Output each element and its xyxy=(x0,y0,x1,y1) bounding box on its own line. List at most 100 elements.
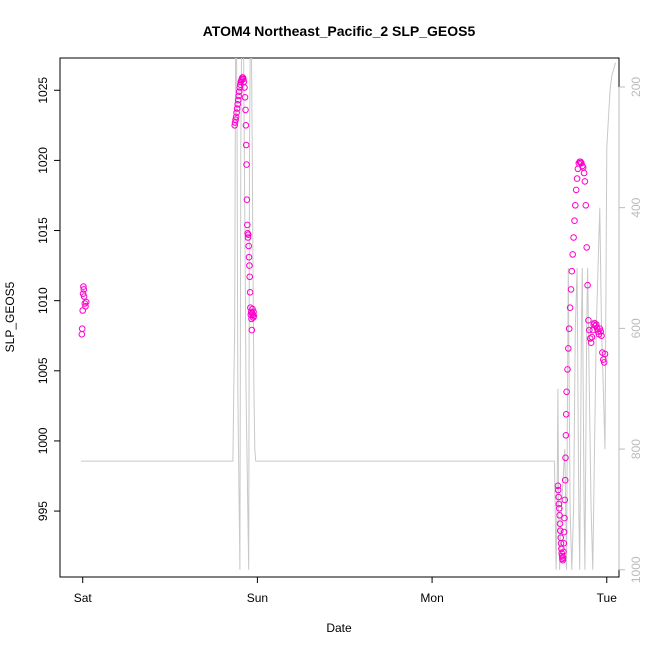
data-point xyxy=(235,92,242,100)
data-point xyxy=(232,113,240,121)
data-point xyxy=(583,244,591,251)
data-point xyxy=(557,527,564,535)
data-point xyxy=(556,505,563,512)
data-point xyxy=(578,159,585,167)
data-point xyxy=(580,169,588,177)
data-point xyxy=(556,520,564,528)
plot-frame xyxy=(59,57,620,578)
y-axis-label: SLP_GEOS5 xyxy=(3,281,17,352)
data-point xyxy=(565,325,573,333)
data-point xyxy=(586,326,593,334)
plot-area xyxy=(59,57,620,578)
x-tick-label: Sun xyxy=(247,591,268,605)
data-point xyxy=(600,359,608,366)
y2-tick-label: 400 xyxy=(629,197,643,217)
data-point xyxy=(249,311,257,319)
data-point xyxy=(579,162,586,170)
data-point xyxy=(241,94,249,101)
data-point xyxy=(242,106,249,114)
y-tick-label: 1025 xyxy=(36,77,50,104)
data-point xyxy=(233,105,241,112)
data-point xyxy=(245,253,253,261)
data-point xyxy=(564,366,571,373)
data-point xyxy=(78,331,86,338)
data-point xyxy=(250,308,257,316)
y2-axis: 200 400 600 800 1000 xyxy=(618,77,643,583)
data-point xyxy=(598,332,605,340)
data-point xyxy=(584,281,591,289)
data-point xyxy=(569,251,577,258)
chart-title: ATOM4 Northeast_Pacific_2 SLP_GEOS5 xyxy=(203,23,476,39)
y-tick-label: 995 xyxy=(36,501,50,521)
data-point xyxy=(563,388,570,396)
data-point xyxy=(561,496,569,504)
data-point xyxy=(80,293,88,300)
x-tick-label: Sat xyxy=(74,591,93,605)
y-tick-label: 1015 xyxy=(36,217,50,244)
data-point xyxy=(232,116,239,123)
y-axis: 995 1000 1005 1010 1015 1020 1025 xyxy=(36,77,61,521)
data-point xyxy=(80,283,87,290)
data-point xyxy=(558,552,566,560)
data-point xyxy=(582,202,590,209)
data-point xyxy=(568,267,576,275)
data-point xyxy=(241,84,248,91)
y2-tick-label: 800 xyxy=(629,439,643,459)
data-point xyxy=(567,286,575,293)
y2-tick-label: 1000 xyxy=(629,556,643,583)
data-point xyxy=(554,486,562,494)
series-line xyxy=(81,58,616,570)
data-point xyxy=(572,186,580,194)
data-point xyxy=(585,317,592,324)
data-point xyxy=(246,262,253,269)
data-point xyxy=(555,500,563,508)
data-point xyxy=(588,333,596,341)
data-point xyxy=(562,411,570,418)
data-point xyxy=(597,328,605,335)
data-point xyxy=(596,325,604,333)
data-point xyxy=(245,242,252,250)
data-point xyxy=(245,231,252,238)
data-point xyxy=(560,528,568,536)
data-point xyxy=(561,476,569,484)
x-axis: Sat Sun Mon Tue xyxy=(74,576,618,605)
data-point xyxy=(240,75,247,83)
data-point xyxy=(560,540,568,547)
data-point xyxy=(234,101,241,108)
data-point xyxy=(573,175,581,182)
data-point xyxy=(572,202,579,209)
data-point xyxy=(234,96,242,104)
data-point xyxy=(571,217,578,224)
y2-tick-label: 200 xyxy=(629,77,643,97)
data-point xyxy=(593,321,600,328)
data-point xyxy=(570,234,577,241)
data-point xyxy=(80,286,88,293)
data-point xyxy=(554,482,562,490)
data-point xyxy=(561,514,568,522)
data-point xyxy=(81,300,89,307)
line-layer xyxy=(81,58,616,570)
data-point xyxy=(560,548,567,556)
data-point xyxy=(246,273,253,281)
data-point xyxy=(601,350,609,358)
data-point xyxy=(82,303,89,310)
y-tick-label: 1010 xyxy=(36,287,50,314)
data-point xyxy=(248,326,256,334)
data-point xyxy=(244,221,251,229)
data-point xyxy=(565,345,572,352)
data-point xyxy=(243,161,250,168)
y2-tick-label: 600 xyxy=(629,318,643,338)
data-point xyxy=(591,319,598,327)
x-tick-label: Tue xyxy=(597,591,618,605)
y-tick-label: 1000 xyxy=(36,427,50,454)
data-point xyxy=(562,432,570,439)
data-point xyxy=(78,325,86,333)
data-point xyxy=(246,289,254,296)
data-point xyxy=(556,512,563,519)
y-tick-label: 1005 xyxy=(36,357,50,384)
data-point xyxy=(243,196,251,203)
data-point xyxy=(562,454,569,462)
x-tick-label: Mon xyxy=(420,591,443,605)
data-point xyxy=(566,304,574,312)
